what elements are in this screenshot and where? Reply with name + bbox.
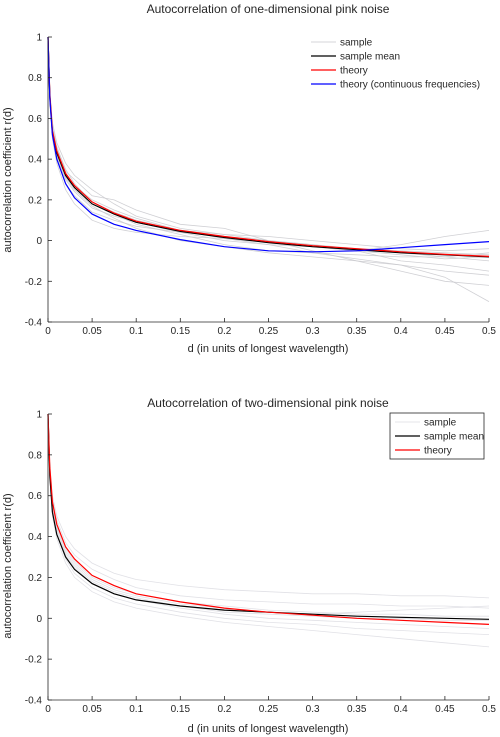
y-tick-label: 0.6 (28, 491, 42, 502)
sample-curve (47, 413, 490, 648)
x-tick-label: 0.15 (171, 704, 191, 715)
y-tick-label: 0.6 (28, 114, 42, 125)
x-tick-label: 0.1 (129, 704, 143, 715)
y-tick-label: 0.4 (28, 532, 42, 543)
x-tick-label: 0.2 (217, 326, 231, 337)
series-line-theory (47, 413, 490, 625)
x-tick-label: 0.45 (435, 704, 455, 715)
x-tick-label: 0.3 (306, 326, 320, 337)
chart-2d-pink-noise: Autocorrelation of two-dimensional pink … (2, 396, 496, 735)
sample-curve (47, 36, 490, 272)
x-tick-label: 0.3 (306, 704, 320, 715)
legend: sample sample mean theory theory (continuou… (311, 38, 480, 91)
y-tick-label: -0.4 (25, 318, 43, 329)
plot-area (47, 413, 490, 648)
x-tick-label: 0.5 (482, 326, 496, 337)
legend-label: sample mean (424, 432, 484, 443)
chart-title: Autocorrelation of one-dimensional pink … (147, 2, 390, 16)
y-tick-label: 1 (36, 33, 42, 44)
legend-label: sample (424, 418, 457, 429)
y-tick-label: 0.2 (28, 573, 42, 584)
sample-curve (47, 36, 490, 276)
y-tick-label: -0.2 (25, 277, 43, 288)
x-tick-label: 0.35 (347, 326, 367, 337)
x-tick-label: 0.15 (171, 326, 191, 337)
x-tick-label: 0.35 (347, 704, 367, 715)
x-tick-label: 0.1 (129, 326, 143, 337)
sample-curve (47, 413, 490, 609)
legend-label: theory (424, 446, 452, 457)
x-axis-label: d (in units of longest wavelength) (188, 343, 349, 355)
series-line-sample-mean (47, 413, 490, 620)
series-line-theory (47, 36, 490, 257)
x-tick-label: 0 (45, 704, 51, 715)
x-tick-label: 0.05 (82, 704, 102, 715)
y-tick-label: 1 (36, 410, 42, 421)
legend-label: theory (continuous frequencies) (340, 80, 480, 91)
sample-curve (47, 36, 490, 260)
series-line-theory-continuous-frequencies- (47, 36, 490, 253)
x-tick-label: 0.4 (394, 326, 408, 337)
x-tick-label: 0.45 (435, 326, 455, 337)
x-tick-label: 0.5 (482, 704, 496, 715)
y-tick-label: 0 (36, 614, 42, 625)
chart-1d-pink-noise: Autocorrelation of one-dimensional pink … (2, 2, 496, 355)
x-axis-label: d (in units of longest wavelength) (188, 723, 349, 735)
x-tick-label: 0.25 (259, 326, 279, 337)
plot-area (47, 36, 490, 302)
legend-label: sample mean (340, 52, 400, 63)
sample-curve (47, 36, 490, 252)
sample-curve (47, 36, 490, 252)
y-tick-label: -0.2 (25, 655, 43, 666)
x-tick-label: 0.25 (259, 704, 279, 715)
y-tick-label: -0.4 (25, 696, 43, 707)
y-tick-label: 0.8 (28, 73, 42, 84)
legend-label: theory (340, 66, 368, 77)
y-tick-label: 0 (36, 236, 42, 247)
y-axis-label: autocorrelation coefficient r(d) (2, 107, 14, 252)
y-tick-label: 0.2 (28, 195, 42, 206)
chart-title: Autocorrelation of two-dimensional pink … (147, 396, 389, 410)
sample-curve (47, 36, 490, 256)
sample-curve (47, 36, 490, 302)
sample-curve (47, 36, 490, 286)
legend: sample sample mean theory (389, 412, 485, 460)
y-tick-label: 0.4 (28, 155, 42, 166)
sample-curve (47, 36, 490, 262)
x-tick-label: 0.05 (82, 326, 102, 337)
legend-label: sample (340, 38, 373, 49)
y-axis-label: autocorrelation coefficient r(d) (2, 493, 14, 638)
x-tick-label: 0 (45, 326, 51, 337)
x-tick-label: 0.2 (217, 704, 231, 715)
y-tick-label: 0.8 (28, 450, 42, 461)
sample-curve (47, 413, 490, 599)
x-tick-label: 0.4 (394, 704, 408, 715)
